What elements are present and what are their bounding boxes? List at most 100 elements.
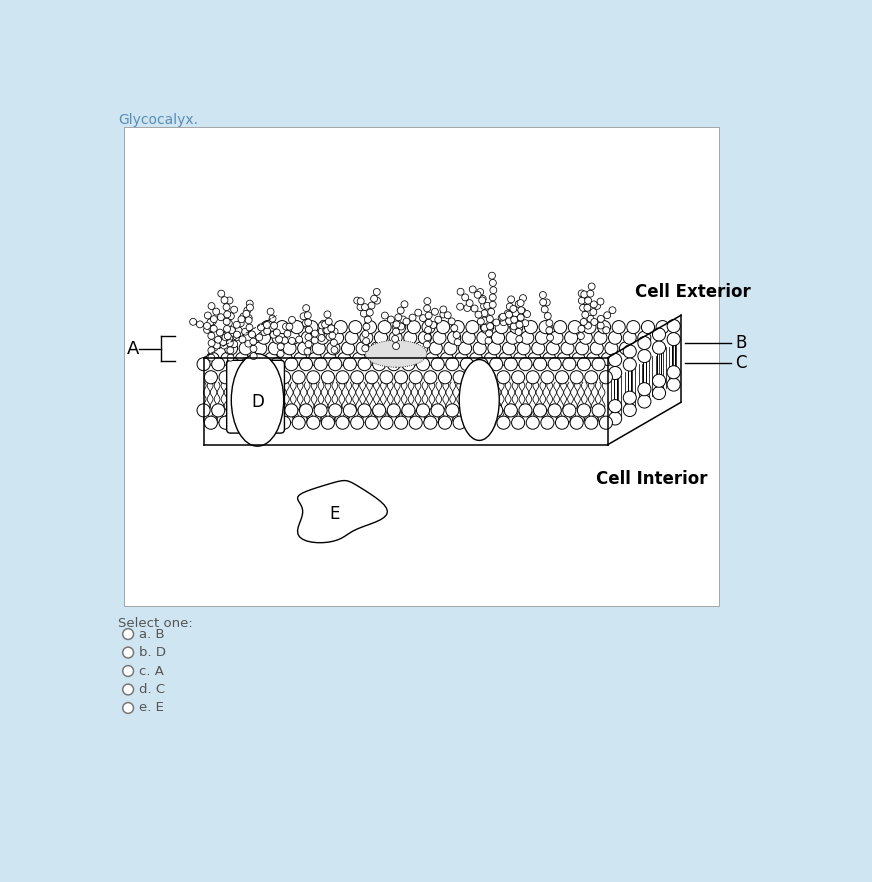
Circle shape [462,331,475,344]
Circle shape [223,318,230,325]
Circle shape [299,357,312,370]
Circle shape [480,303,487,310]
Circle shape [514,321,521,327]
Circle shape [652,341,665,355]
Circle shape [520,295,527,302]
Circle shape [367,352,380,365]
Circle shape [589,309,596,316]
Circle shape [599,370,612,384]
Circle shape [326,333,333,340]
Circle shape [500,313,507,320]
Circle shape [521,319,528,326]
Circle shape [501,318,507,325]
Circle shape [512,310,519,317]
Circle shape [239,341,252,355]
Circle shape [601,352,614,365]
Circle shape [524,310,530,318]
Circle shape [453,416,467,430]
Circle shape [587,316,594,322]
Circle shape [224,333,231,340]
Circle shape [562,404,576,417]
Circle shape [365,370,378,384]
Circle shape [272,331,285,344]
Circle shape [475,404,488,417]
Circle shape [312,341,325,355]
Circle shape [255,357,269,370]
Text: E: E [330,505,340,523]
Circle shape [417,404,430,417]
Circle shape [123,666,133,676]
Circle shape [290,320,303,333]
Circle shape [385,341,399,355]
Circle shape [249,416,262,430]
Circle shape [477,331,490,344]
Circle shape [510,305,517,312]
Circle shape [322,321,329,328]
Circle shape [319,320,332,333]
Circle shape [222,334,229,340]
Circle shape [257,324,264,331]
Circle shape [482,416,495,430]
Circle shape [196,321,203,328]
Circle shape [448,318,455,325]
Circle shape [457,303,464,310]
Text: D: D [251,392,264,410]
Circle shape [208,347,215,354]
Circle shape [322,370,335,384]
Circle shape [459,341,472,355]
Circle shape [324,327,330,334]
Circle shape [592,357,605,370]
Circle shape [226,335,233,341]
Circle shape [270,332,277,338]
Circle shape [305,333,312,340]
Circle shape [489,302,496,308]
Circle shape [475,357,488,370]
Circle shape [594,331,607,344]
Circle shape [227,404,240,417]
Circle shape [354,297,361,304]
Circle shape [471,305,478,312]
Text: Glycocalyx.: Glycocalyx. [118,113,198,127]
Text: b. D: b. D [139,646,166,659]
Circle shape [564,331,578,344]
Circle shape [330,331,344,344]
Circle shape [197,404,210,417]
Circle shape [224,341,237,355]
Circle shape [637,331,651,344]
Circle shape [329,357,342,370]
Circle shape [541,370,554,384]
Polygon shape [297,481,387,542]
Circle shape [577,404,590,417]
Circle shape [526,416,539,430]
Circle shape [241,357,254,370]
Circle shape [399,316,406,323]
Circle shape [349,320,362,333]
Circle shape [555,370,569,384]
Circle shape [342,341,355,355]
Circle shape [515,328,522,335]
Circle shape [480,295,487,303]
Circle shape [667,319,680,333]
Circle shape [381,312,388,319]
Circle shape [249,370,262,384]
Circle shape [652,328,665,341]
Circle shape [277,350,284,357]
Circle shape [467,300,473,307]
Circle shape [506,331,519,344]
Circle shape [380,416,393,430]
Circle shape [220,339,227,346]
Circle shape [374,331,387,344]
Circle shape [444,341,457,355]
Circle shape [488,273,495,280]
Circle shape [208,340,215,347]
Circle shape [224,311,231,318]
Circle shape [517,341,530,355]
Circle shape [208,325,215,332]
Circle shape [336,416,349,430]
Circle shape [469,286,476,293]
Circle shape [609,307,616,314]
Circle shape [289,317,296,324]
Circle shape [642,320,655,333]
Circle shape [216,329,223,336]
Circle shape [250,338,256,345]
